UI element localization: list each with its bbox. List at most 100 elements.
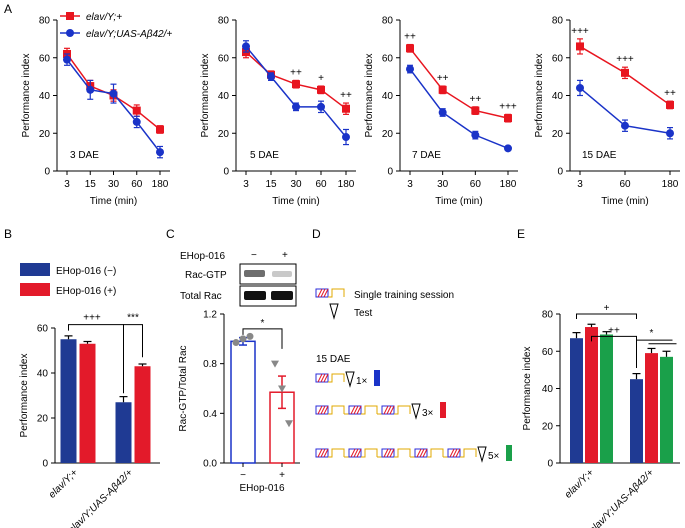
x-tick-label: 180	[500, 179, 517, 190]
significance-marker: +++	[499, 101, 517, 112]
x-tick-label: 180	[662, 179, 679, 190]
x-tick-label: 180	[338, 179, 355, 190]
x-tick-label: −	[240, 470, 246, 481]
training-odor-b-line	[328, 405, 345, 415]
significance-marker: ***	[127, 313, 139, 324]
session-count-label: 1×	[356, 376, 368, 387]
y-axis-title: Performance index	[200, 54, 211, 138]
y-tick-label: 0	[44, 167, 50, 178]
significance-marker: ++	[340, 90, 352, 101]
data-point-circle	[471, 131, 480, 140]
training-odor-b-line	[460, 448, 477, 458]
y-tick-label: 60	[37, 324, 49, 335]
training-shock-hatch	[317, 373, 329, 383]
x-tick-label: 30	[108, 179, 120, 190]
condition-color-bar	[506, 445, 512, 461]
training-schematic: Single training session Test 15 DAE 1× 3×…	[315, 288, 512, 463]
y-tick-label: 0	[223, 167, 229, 178]
legend-a-red-label: elav/Y;+	[86, 12, 122, 23]
blot-row1-label: Rac-GTP	[185, 270, 227, 281]
western-blot: EHop-016 − + Rac-GTP Total Rac	[180, 250, 297, 307]
data-point-square	[317, 85, 325, 94]
blot-drug-label: EHop-016	[180, 251, 225, 262]
significance-marker: ++	[290, 67, 302, 78]
y-tick-label: 0	[547, 459, 553, 470]
x-category-label: elav/Y;+	[563, 467, 596, 500]
y-tick-label: 80	[218, 16, 230, 27]
blot-band-rac-gtp-plus	[272, 271, 292, 277]
chart-c: 0.0 0.4 0.8 1.2 Rac-GTP/Total Rac − + EHop-016 *	[178, 310, 300, 494]
replicate-point	[285, 420, 293, 428]
significance-marker: ++	[664, 88, 676, 99]
test-triangle-icon	[411, 403, 421, 420]
training-protocol-rows: 1× 3× 5×	[315, 370, 512, 463]
x-axis-title: Time (min)	[435, 196, 482, 207]
y-tick-label: 0	[557, 167, 563, 178]
y-axis-title: Performance index	[19, 354, 30, 438]
legend-b-navy-swatch	[20, 263, 50, 276]
data-point-square	[471, 106, 480, 115]
x-tick-label: 60	[470, 179, 482, 190]
data-point-circle	[504, 144, 512, 153]
bar	[230, 340, 256, 464]
chart-a-5dae: 0 20 40 60 80 3 15 30 60 180 Time (min) Performance…	[200, 16, 356, 207]
legend-a-red-marker	[66, 12, 74, 20]
condition-color-bar	[374, 370, 380, 386]
y-tick-label: 0	[387, 167, 393, 178]
x-tick-label: 15	[85, 179, 97, 190]
x-tick-label: 60	[619, 179, 631, 190]
y-tick-label: 0.8	[203, 359, 217, 370]
blot-band-total-rac-minus	[244, 291, 266, 300]
data-point-circle	[63, 55, 71, 64]
significance-marker: ++	[608, 325, 620, 336]
data-point-square	[342, 104, 350, 113]
training-shock-hatch	[449, 448, 461, 458]
y-tick-label: 80	[382, 16, 394, 27]
significance-bracket	[123, 324, 143, 394]
age-annotation: 15 DAE	[582, 150, 617, 161]
session-count-label: 3×	[422, 408, 434, 419]
data-point-square	[156, 125, 164, 134]
training-shock-hatch	[317, 448, 329, 458]
x-tick-label: 3	[407, 179, 413, 190]
training-shock-hatch	[350, 405, 362, 415]
significance-marker: +++	[616, 54, 634, 65]
x-tick-label: 30	[290, 179, 302, 190]
training-shock-hatch	[416, 448, 428, 458]
x-tick-label: 15	[265, 179, 277, 190]
chart-a-3dae: 0 20 40 60 80 3 15 30 60 180 Time (min) Performance…	[21, 16, 170, 207]
y-axis-title: Rac-GTP/Total Rac	[178, 345, 189, 431]
data-point-circle	[109, 89, 118, 98]
training-odor-b-line	[394, 448, 411, 458]
legend-b: EHop-016 (−) EHop-016 (+)	[20, 263, 116, 297]
significance-marker: ++	[437, 73, 449, 84]
x-tick-label: 3	[243, 179, 249, 190]
data-point-square	[292, 80, 300, 89]
x-tick-label: 30	[437, 179, 449, 190]
y-tick-label: 80	[542, 310, 554, 321]
replicate-point	[271, 360, 279, 368]
legend-d-training: Single training session	[315, 288, 454, 301]
y-tick-label: 20	[542, 421, 554, 432]
bar	[600, 334, 613, 463]
series-line	[409, 47, 509, 119]
legend-a-blue-label: elav/Y;UAS-Aβ42/+	[86, 29, 172, 40]
data-point-circle	[438, 108, 447, 117]
x-tick-label: 180	[152, 179, 169, 190]
y-axis-title: Performance index	[364, 54, 375, 138]
training-odor-b-line	[328, 373, 345, 383]
replicate-point	[232, 339, 240, 347]
legend-b-navy-label: EHop-016 (−)	[56, 266, 116, 277]
panel-label-a: A	[4, 2, 12, 16]
data-point-circle	[666, 129, 674, 138]
replicate-point	[239, 335, 247, 343]
legend-d-test-label: Test	[354, 308, 373, 319]
x-tick-label: 3	[577, 179, 583, 190]
legend-b-red-label: EHop-016 (+)	[56, 286, 116, 297]
x-axis-title: EHop-016	[239, 483, 284, 494]
test-triangle-icon	[345, 371, 355, 388]
y-tick-label: 60	[382, 53, 394, 64]
data-point-circle	[242, 42, 250, 51]
